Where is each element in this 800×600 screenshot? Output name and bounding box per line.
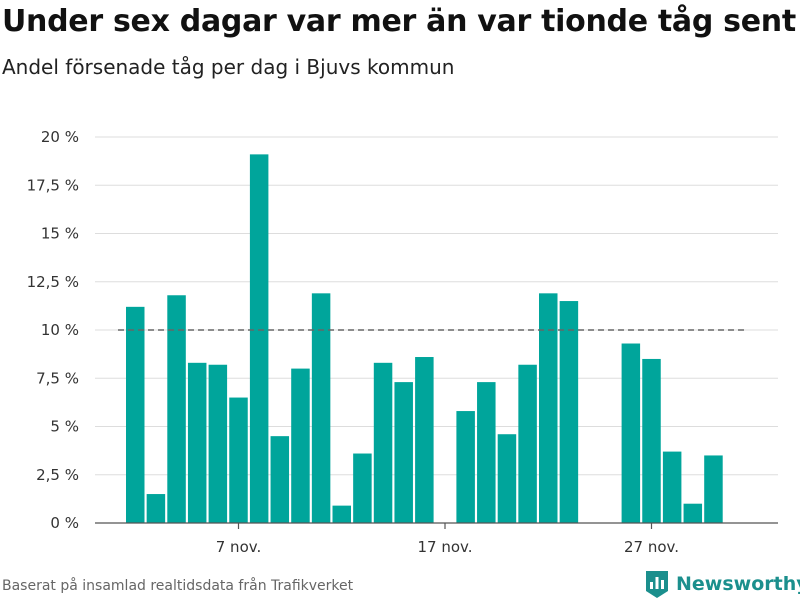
bar (642, 358, 661, 523)
y-tick-label: 12,5 % (27, 273, 79, 291)
y-tick-label: 10 % (41, 321, 79, 339)
bar (167, 295, 186, 523)
x-tick-label: 17 nov. (417, 538, 472, 556)
y-tick-label: 20 % (41, 128, 79, 146)
brand-name: Newsworthy (676, 573, 800, 595)
bar (394, 382, 413, 523)
bar (353, 453, 372, 523)
x-axis-tick-labels: 7 nov. 17 nov. 27 nov. (216, 538, 679, 556)
bars (126, 154, 723, 523)
chart-title: Under sex dagar var mer än var tionde tå… (2, 4, 796, 39)
bar (704, 455, 723, 523)
bar (229, 397, 248, 523)
y-axis-tick-labels: 0 % 2,5 % 5 % 7,5 % 10 % 12,5 % 15 % 17,5 % 20 % (27, 128, 79, 532)
bar (208, 364, 228, 523)
bar (415, 357, 434, 523)
bar (518, 364, 537, 523)
bar (270, 436, 290, 523)
x-tick-label: 27 nov. (624, 538, 679, 556)
bar (311, 293, 331, 523)
bar-chart-shield-icon (646, 571, 668, 598)
bar (126, 306, 145, 523)
bar (559, 301, 579, 523)
bar (621, 343, 641, 523)
grid-lines (95, 136, 778, 476)
y-tick-label: 17,5 % (27, 176, 79, 194)
bar (683, 503, 703, 523)
chart-subtitle: Andel försenade tåg per dag i Bjuvs komm… (2, 55, 455, 79)
bar (187, 362, 207, 523)
bar (291, 368, 310, 523)
source-note: Baserat på insamlad realtidsdata från Tr… (2, 578, 354, 594)
bar (249, 154, 269, 523)
x-tick-label: 7 nov. (216, 538, 261, 556)
bar (146, 494, 166, 523)
bar (373, 362, 393, 523)
brand-logo: Newsworthy (644, 569, 800, 599)
bar (332, 505, 351, 523)
y-tick-label: 7,5 % (36, 369, 79, 387)
bar (477, 382, 496, 523)
y-tick-label: 5 % (50, 418, 79, 436)
x-axis (95, 522, 778, 529)
bar (497, 434, 517, 523)
bar (456, 411, 475, 523)
y-tick-label: 0 % (50, 514, 79, 532)
y-tick-label: 15 % (41, 225, 79, 243)
bar (662, 451, 682, 523)
bar (539, 293, 558, 523)
y-tick-label: 2,5 % (36, 466, 79, 484)
